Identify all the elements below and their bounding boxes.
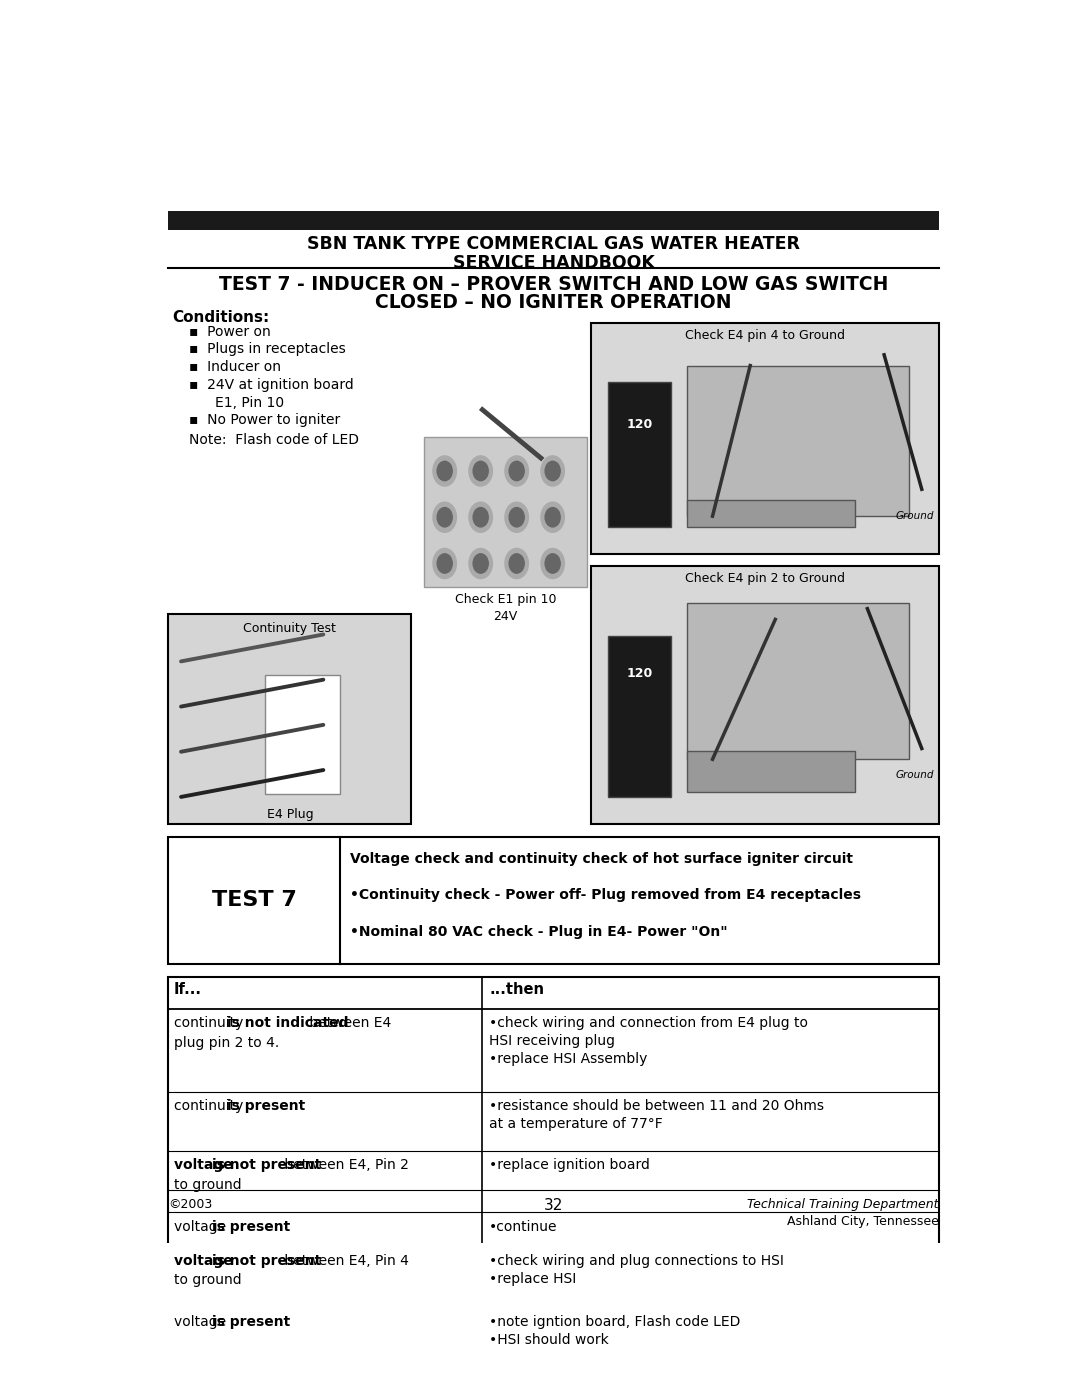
Circle shape — [509, 553, 524, 573]
Text: 120: 120 — [626, 666, 652, 680]
Text: ▪  24V at ignition board: ▪ 24V at ignition board — [189, 379, 354, 393]
Circle shape — [541, 502, 565, 532]
Text: CLOSED – NO IGNITER OPERATION: CLOSED – NO IGNITER OPERATION — [375, 293, 732, 313]
Text: TEST 7 - INDUCER ON – PROVER SWITCH AND LOW GAS SWITCH: TEST 7 - INDUCER ON – PROVER SWITCH AND … — [219, 275, 888, 295]
FancyBboxPatch shape — [688, 750, 855, 792]
Text: ▪  Power on: ▪ Power on — [189, 324, 271, 338]
Text: ▪  Inducer on: ▪ Inducer on — [189, 360, 282, 374]
FancyBboxPatch shape — [688, 604, 909, 760]
Text: is not present: is not present — [213, 1255, 322, 1268]
Circle shape — [473, 507, 488, 527]
FancyBboxPatch shape — [168, 615, 411, 824]
Text: voltage: voltage — [174, 1158, 238, 1172]
Circle shape — [469, 455, 492, 486]
Circle shape — [505, 502, 528, 532]
FancyBboxPatch shape — [608, 636, 671, 796]
Text: is present: is present — [213, 1220, 291, 1234]
Text: continuity: continuity — [174, 1017, 247, 1031]
Text: •check wiring and plug connections to HSI
•replace HSI: •check wiring and plug connections to HS… — [489, 1255, 784, 1285]
Circle shape — [541, 455, 565, 486]
Circle shape — [473, 553, 488, 573]
Text: •replace ignition board: •replace ignition board — [489, 1158, 650, 1172]
Text: SBN TANK TYPE COMMERCIAL GAS WATER HEATER: SBN TANK TYPE COMMERCIAL GAS WATER HEATE… — [307, 236, 800, 253]
Text: •resistance should be between 11 and 20 Ohms
at a temperature of 77°F: •resistance should be between 11 and 20 … — [489, 1099, 824, 1132]
Text: between E4, Pin 4: between E4, Pin 4 — [281, 1255, 409, 1268]
Text: Continuity Test: Continuity Test — [243, 622, 336, 634]
Circle shape — [541, 549, 565, 578]
Circle shape — [437, 507, 453, 527]
Circle shape — [505, 455, 528, 486]
Text: between E4, Pin 2: between E4, Pin 2 — [281, 1158, 409, 1172]
Text: is not indicated: is not indicated — [227, 1017, 349, 1031]
Text: Check E4 pin 4 to Ground: Check E4 pin 4 to Ground — [685, 330, 845, 342]
Circle shape — [545, 553, 561, 573]
FancyBboxPatch shape — [265, 675, 340, 793]
Circle shape — [545, 461, 561, 481]
Text: Ashland City, Tennessee: Ashland City, Tennessee — [786, 1215, 939, 1228]
FancyBboxPatch shape — [688, 500, 855, 527]
Circle shape — [473, 461, 488, 481]
Circle shape — [505, 549, 528, 578]
Text: between E4: between E4 — [305, 1017, 391, 1031]
Circle shape — [469, 502, 492, 532]
FancyBboxPatch shape — [423, 437, 588, 587]
Text: to ground: to ground — [174, 1178, 241, 1192]
Circle shape — [437, 461, 453, 481]
Text: Ground: Ground — [895, 511, 934, 521]
Text: SERVICE HANDBOOK: SERVICE HANDBOOK — [453, 254, 654, 271]
Circle shape — [469, 549, 492, 578]
Text: Check E1 pin 10
24V: Check E1 pin 10 24V — [455, 592, 556, 623]
FancyBboxPatch shape — [168, 211, 939, 231]
Text: voltage: voltage — [174, 1255, 238, 1268]
FancyBboxPatch shape — [168, 977, 939, 1369]
Text: ...then: ...then — [489, 982, 544, 997]
Text: to ground: to ground — [174, 1274, 241, 1288]
FancyBboxPatch shape — [168, 837, 939, 964]
Text: Technical Training Department: Technical Training Department — [747, 1199, 939, 1211]
Text: voltage: voltage — [174, 1316, 230, 1330]
Text: •check wiring and connection from E4 plug to
HSI receiving plug
•replace HSI Ass: •check wiring and connection from E4 plu… — [489, 1017, 808, 1066]
Text: •Continuity check - Power off- Plug removed from E4 receptacles: •Continuity check - Power off- Plug remo… — [350, 888, 861, 902]
Circle shape — [433, 549, 457, 578]
Circle shape — [433, 455, 457, 486]
Text: If...: If... — [174, 982, 202, 997]
Circle shape — [509, 507, 524, 527]
Text: ▪  No Power to igniter: ▪ No Power to igniter — [189, 414, 340, 427]
Text: is present: is present — [213, 1316, 291, 1330]
FancyBboxPatch shape — [591, 566, 939, 824]
Text: plug pin 2 to 4.: plug pin 2 to 4. — [174, 1035, 279, 1049]
Text: 32: 32 — [544, 1199, 563, 1213]
Text: •note igntion board, Flash code LED
•HSI should work: •note igntion board, Flash code LED •HSI… — [489, 1316, 741, 1347]
Text: Note:  Flash code of LED: Note: Flash code of LED — [189, 433, 360, 447]
Text: •Nominal 80 VAC check - Plug in E4- Power "On": •Nominal 80 VAC check - Plug in E4- Powe… — [350, 925, 728, 939]
Text: 120: 120 — [626, 418, 652, 432]
Text: Check E4 pin 2 to Ground: Check E4 pin 2 to Ground — [685, 573, 845, 585]
Circle shape — [433, 502, 457, 532]
FancyBboxPatch shape — [591, 323, 939, 553]
Text: ©2003: ©2003 — [168, 1199, 213, 1211]
Text: Ground: Ground — [895, 770, 934, 780]
Text: ▪  Plugs in receptacles: ▪ Plugs in receptacles — [189, 342, 347, 356]
FancyBboxPatch shape — [608, 381, 671, 527]
Text: is not present: is not present — [213, 1158, 322, 1172]
Text: E1, Pin 10: E1, Pin 10 — [215, 395, 284, 409]
Circle shape — [437, 553, 453, 573]
Circle shape — [545, 507, 561, 527]
FancyBboxPatch shape — [688, 366, 909, 515]
Text: Conditions:: Conditions: — [173, 310, 270, 324]
Text: continuity: continuity — [174, 1099, 247, 1113]
Text: voltage: voltage — [174, 1220, 230, 1234]
Text: is present: is present — [227, 1099, 306, 1113]
Text: Voltage check and continuity check of hot surface igniter circuit: Voltage check and continuity check of ho… — [350, 852, 853, 866]
Text: •continue: •continue — [489, 1220, 557, 1234]
Text: TEST 7: TEST 7 — [213, 890, 297, 911]
Circle shape — [509, 461, 524, 481]
Text: E4 Plug: E4 Plug — [267, 807, 313, 820]
